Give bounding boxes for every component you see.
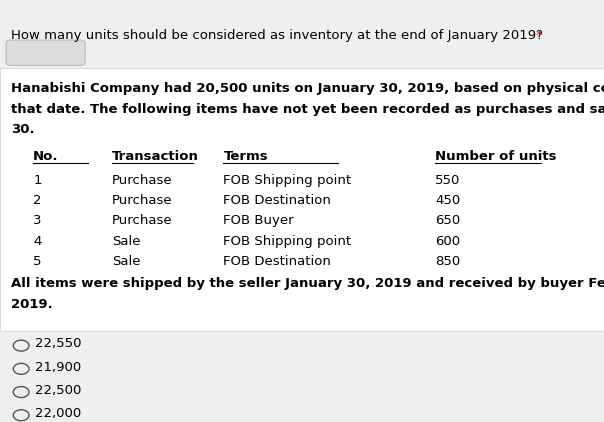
Text: FOB Destination: FOB Destination bbox=[223, 194, 332, 207]
Text: 850: 850 bbox=[435, 255, 460, 268]
Text: All items were shipped by the seller January 30, 2019 and received by buyer Febr: All items were shipped by the seller Jan… bbox=[11, 277, 604, 290]
Text: No.: No. bbox=[33, 150, 59, 163]
Text: Purchase: Purchase bbox=[112, 174, 172, 187]
Text: *: * bbox=[535, 30, 542, 42]
Text: FOB Shipping point: FOB Shipping point bbox=[223, 174, 352, 187]
Text: 22,000: 22,000 bbox=[35, 407, 82, 420]
Text: Purchase: Purchase bbox=[112, 214, 172, 227]
Text: 3: 3 bbox=[33, 214, 42, 227]
Text: 2: 2 bbox=[33, 194, 42, 207]
FancyBboxPatch shape bbox=[6, 40, 85, 65]
Text: Hanabishi Company had 20,500 units on January 30, 2019, based on physical count : Hanabishi Company had 20,500 units on Ja… bbox=[11, 82, 604, 95]
Text: FOB Shipping point: FOB Shipping point bbox=[223, 235, 352, 248]
Text: 22,550: 22,550 bbox=[35, 338, 82, 350]
Text: How many units should be considered as inventory at the end of January 2019?: How many units should be considered as i… bbox=[11, 30, 547, 42]
Text: 30.: 30. bbox=[11, 123, 34, 136]
Text: 450: 450 bbox=[435, 194, 460, 207]
Text: that date. The following items have not yet been recorded as purchases and sales: that date. The following items have not … bbox=[11, 103, 604, 116]
Text: FOB Buyer: FOB Buyer bbox=[223, 214, 294, 227]
Text: 600: 600 bbox=[435, 235, 460, 248]
Text: 21,900: 21,900 bbox=[35, 361, 82, 373]
Text: 5: 5 bbox=[33, 255, 42, 268]
Text: FOB Destination: FOB Destination bbox=[223, 255, 332, 268]
Text: 22,500: 22,500 bbox=[35, 384, 82, 397]
FancyBboxPatch shape bbox=[0, 0, 604, 68]
Text: Purchase: Purchase bbox=[112, 194, 172, 207]
Text: Transaction: Transaction bbox=[112, 150, 199, 163]
Text: 550: 550 bbox=[435, 174, 460, 187]
Text: Sale: Sale bbox=[112, 235, 140, 248]
Text: 650: 650 bbox=[435, 214, 460, 227]
FancyBboxPatch shape bbox=[0, 68, 604, 331]
Text: 1: 1 bbox=[33, 174, 42, 187]
Text: Terms: Terms bbox=[223, 150, 268, 163]
Text: 2019.: 2019. bbox=[11, 298, 53, 311]
Text: 4: 4 bbox=[33, 235, 42, 248]
Text: Sale: Sale bbox=[112, 255, 140, 268]
Text: Number of units: Number of units bbox=[435, 150, 556, 163]
